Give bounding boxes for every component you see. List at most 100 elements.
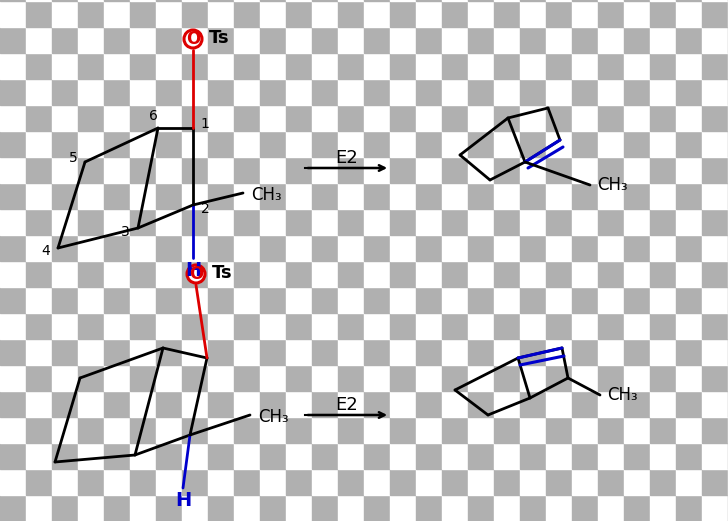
Bar — [260, 209, 286, 235]
Bar — [494, 469, 520, 495]
Bar — [598, 365, 624, 391]
Bar — [52, 287, 78, 313]
Bar — [260, 391, 286, 417]
Bar — [546, 209, 572, 235]
Bar — [598, 235, 624, 261]
Bar — [104, 131, 130, 157]
Bar — [390, 183, 416, 209]
Bar — [702, 339, 728, 365]
Bar — [364, 131, 390, 157]
Bar — [676, 183, 702, 209]
Bar — [390, 131, 416, 157]
Bar — [260, 157, 286, 183]
Bar — [130, 0, 156, 1]
Bar — [286, 391, 312, 417]
Bar — [208, 209, 234, 235]
Bar — [130, 157, 156, 183]
Bar — [416, 157, 442, 183]
Bar — [286, 0, 312, 1]
Bar — [286, 469, 312, 495]
Bar — [182, 0, 208, 1]
Bar — [260, 131, 286, 157]
Bar — [130, 79, 156, 105]
Bar — [442, 495, 468, 521]
Bar — [364, 469, 390, 495]
Bar — [286, 261, 312, 287]
Bar — [156, 183, 182, 209]
Bar — [182, 235, 208, 261]
Bar — [364, 365, 390, 391]
Bar — [234, 235, 260, 261]
Bar — [650, 469, 676, 495]
Bar — [624, 495, 650, 521]
Bar — [468, 1, 494, 27]
Bar — [104, 417, 130, 443]
Bar — [520, 417, 546, 443]
Bar — [208, 495, 234, 521]
Bar — [234, 131, 260, 157]
Bar — [338, 131, 364, 157]
Bar — [156, 27, 182, 53]
Bar — [130, 183, 156, 209]
Bar — [598, 469, 624, 495]
Bar — [338, 1, 364, 27]
Bar — [156, 53, 182, 79]
Bar — [364, 443, 390, 469]
Bar — [312, 287, 338, 313]
Bar — [546, 53, 572, 79]
Bar — [702, 157, 728, 183]
Bar — [390, 53, 416, 79]
Bar — [104, 183, 130, 209]
Bar — [286, 417, 312, 443]
Bar — [676, 53, 702, 79]
Text: CH₃: CH₃ — [597, 176, 628, 194]
Bar — [520, 287, 546, 313]
Bar — [208, 235, 234, 261]
Bar — [390, 313, 416, 339]
Bar — [624, 339, 650, 365]
Bar — [624, 105, 650, 131]
Bar — [494, 313, 520, 339]
Bar — [260, 79, 286, 105]
Bar — [494, 417, 520, 443]
Bar — [312, 313, 338, 339]
Bar — [494, 235, 520, 261]
Bar — [650, 183, 676, 209]
Text: 6: 6 — [149, 109, 157, 123]
Bar — [182, 79, 208, 105]
Bar — [572, 53, 598, 79]
Bar — [546, 339, 572, 365]
Bar — [416, 27, 442, 53]
Bar — [468, 79, 494, 105]
Bar — [208, 183, 234, 209]
Bar — [78, 365, 104, 391]
Bar — [52, 261, 78, 287]
Bar — [598, 287, 624, 313]
Bar — [78, 417, 104, 443]
Bar — [78, 183, 104, 209]
Bar — [312, 105, 338, 131]
Bar — [442, 339, 468, 365]
Bar — [598, 209, 624, 235]
Bar — [208, 261, 234, 287]
Bar — [208, 443, 234, 469]
Bar — [546, 27, 572, 53]
Bar — [520, 53, 546, 79]
Bar — [494, 339, 520, 365]
Bar — [234, 261, 260, 287]
Bar — [442, 391, 468, 417]
Text: E2: E2 — [336, 396, 358, 414]
Bar — [364, 1, 390, 27]
Bar — [286, 443, 312, 469]
Bar — [208, 391, 234, 417]
Bar — [156, 287, 182, 313]
Bar — [338, 0, 364, 1]
Bar — [598, 53, 624, 79]
Bar — [208, 27, 234, 53]
Bar — [416, 105, 442, 131]
Bar — [0, 417, 26, 443]
Bar — [26, 79, 52, 105]
Bar — [702, 469, 728, 495]
Bar — [702, 287, 728, 313]
Bar — [624, 313, 650, 339]
